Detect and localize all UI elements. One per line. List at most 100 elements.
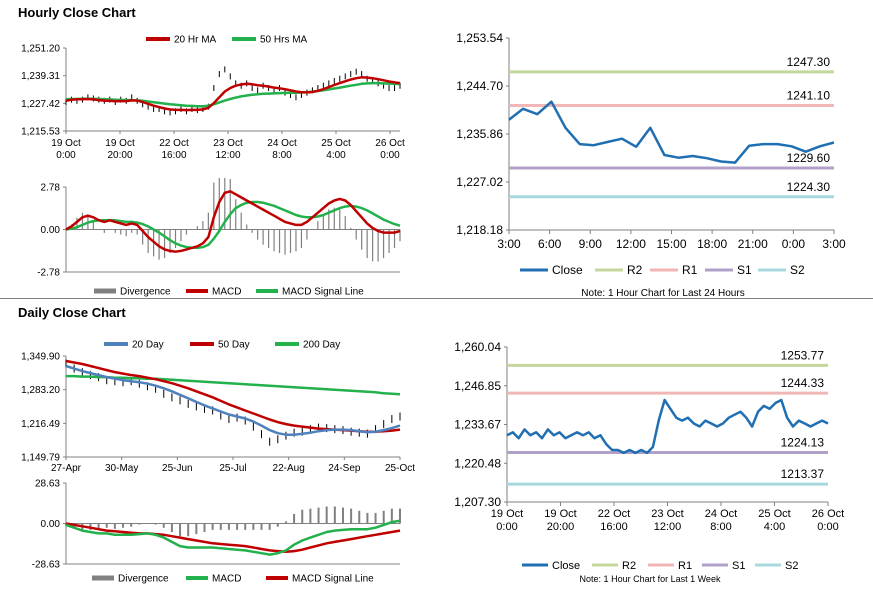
- x-tick-label: 23 Oct: [213, 138, 243, 149]
- legend-label: Divergence: [118, 574, 169, 585]
- x-tick-label: 0:00: [56, 150, 76, 161]
- x-tick-label: 22 Oct: [159, 138, 189, 149]
- x-tick-label: 18:00: [697, 237, 727, 251]
- y-tick-label: 1,149.79: [21, 453, 60, 464]
- x-tick-label: 26 Oct: [375, 138, 405, 149]
- legend-label: 200 Day: [303, 340, 340, 351]
- x-tick-label: 24-Sep: [328, 463, 361, 474]
- x-tick-label: 25-Jun: [162, 463, 193, 474]
- y-tick-label: 1,244.70: [456, 79, 503, 93]
- y-tick-label: 1,227.42: [21, 99, 60, 110]
- x-tick-label: 24 Oct: [267, 138, 297, 149]
- s2-level-label: 1213.37: [781, 467, 825, 481]
- x-tick-label: 27-Apr: [51, 463, 82, 474]
- d200-line: [66, 374, 401, 396]
- x-tick-label: 16:00: [161, 150, 186, 161]
- s1-level-label: 1224.13: [781, 436, 825, 450]
- x-tick-label: 0:00: [380, 150, 400, 161]
- x-tick-label: 24 Oct: [705, 508, 737, 520]
- x-tick-label: 22-Aug: [273, 463, 305, 474]
- legend-label: Close: [552, 560, 580, 572]
- x-tick-label: 20:00: [547, 521, 575, 533]
- macd-line: [65, 519, 401, 556]
- y-tick-label: 1,207.30: [454, 495, 501, 509]
- y-tick-label: 1,246.85: [454, 379, 501, 393]
- y-tick-label: 1,239.31: [21, 71, 60, 82]
- x-tick-label: 12:00: [616, 237, 646, 251]
- r1-level-label: 1244.33: [781, 376, 825, 390]
- legend-label: S2: [790, 263, 805, 277]
- x-tick-label: 22 Oct: [598, 508, 630, 520]
- x-tick-label: 25 Oct: [758, 508, 790, 520]
- y-tick-label: 28.63: [35, 479, 60, 490]
- y-tick-label: 1,227.02: [456, 175, 503, 189]
- chart-note: Note: 1 Hour Chart for Last 1 Week: [580, 574, 721, 584]
- y-tick-label: 1,253.54: [456, 31, 503, 45]
- x-tick-label: 3:00: [822, 237, 846, 251]
- legend-label: 20 Day: [132, 340, 164, 351]
- legend-swatch: [146, 37, 170, 41]
- x-tick-label: 25 Oct: [321, 138, 351, 149]
- x-tick-label: 19 Oct: [51, 138, 81, 149]
- signal-line: [65, 522, 401, 554]
- y-tick-label: 1,251.20: [21, 44, 60, 55]
- x-tick-label: 21:00: [738, 237, 768, 251]
- legend-label: Divergence: [120, 287, 171, 298]
- x-tick-label: 6:00: [538, 237, 562, 251]
- legend-swatch: [232, 37, 256, 41]
- y-tick-label: 0.00: [41, 519, 61, 530]
- x-tick-label: 19 Oct: [491, 508, 523, 520]
- chart-note: Note: 1 Hour Chart for Last 24 Hours: [581, 288, 744, 298]
- r2-level-label: 1247.30: [787, 55, 831, 69]
- legend-swatch: [94, 288, 116, 294]
- legend-swatch: [186, 289, 208, 293]
- legend-label: R2: [627, 263, 643, 277]
- signal-line: [65, 200, 401, 250]
- y-tick-label: 1,218.18: [456, 223, 503, 237]
- x-tick-label: 0:00: [496, 521, 517, 533]
- legend-label: MACD: [212, 287, 241, 298]
- y-tick-label: 1,260.04: [454, 340, 501, 354]
- x-tick-label: 16:00: [600, 521, 628, 533]
- y-tick-label: 1,233.67: [454, 418, 501, 432]
- legend-label: S1: [737, 263, 752, 277]
- s2-level-label: 1224.30: [787, 180, 831, 194]
- hourly-macd-chart: 2.78 0.00 -2.78 Divergence MACD MACD Signal L…: [37, 178, 401, 298]
- legend-swatch: [92, 575, 114, 581]
- legend-label: R2: [622, 560, 636, 572]
- d50-line: [65, 359, 401, 433]
- legend-label: S2: [785, 560, 798, 572]
- x-tick-label: 3:00: [497, 237, 521, 251]
- close-line: [508, 100, 835, 164]
- y-tick-label: 2.78: [41, 183, 61, 194]
- y-tick-label: -28.63: [32, 560, 61, 571]
- x-tick-label: 4:00: [326, 150, 346, 161]
- daily-section-title: Daily Close Chart: [18, 305, 126, 320]
- section-divider: [0, 298, 873, 299]
- daily-macd-chart: 28.63 0.00 -28.63 Divergence MACD MACD Signal…: [32, 479, 401, 585]
- d20-line: [65, 364, 401, 436]
- ma20-line: [65, 76, 401, 112]
- x-tick-label: 0:00: [782, 237, 806, 251]
- hourly-levels-chart: 1,253.54 1,244.70 1,235.86 1,227.02 1,218.18…: [456, 31, 846, 298]
- x-tick-label: 19 Oct: [105, 138, 135, 149]
- x-tick-label: 25-Oct: [385, 463, 415, 474]
- x-tick-label: 15:00: [656, 237, 686, 251]
- r2-level-label: 1253.77: [781, 348, 825, 362]
- s1-level-label: 1229.60: [787, 151, 831, 165]
- y-tick-label: 1,220.48: [454, 456, 501, 470]
- x-tick-label: 23 Oct: [651, 508, 683, 520]
- y-tick-label: 1,235.86: [456, 127, 503, 141]
- legend-label: 20 Hr MA: [174, 35, 217, 46]
- x-tick-label: 20:00: [107, 150, 132, 161]
- x-tick-label: 9:00: [579, 237, 603, 251]
- legend-label: MACD: [212, 574, 241, 585]
- legend-swatch: [186, 576, 208, 580]
- y-tick-label: 0.00: [41, 225, 61, 236]
- y-tick-label: 1,216.49: [21, 419, 60, 430]
- x-tick-label: 0:00: [817, 521, 838, 533]
- legend-label: Close: [552, 263, 583, 277]
- hourly-section-title: Hourly Close Chart: [18, 5, 136, 20]
